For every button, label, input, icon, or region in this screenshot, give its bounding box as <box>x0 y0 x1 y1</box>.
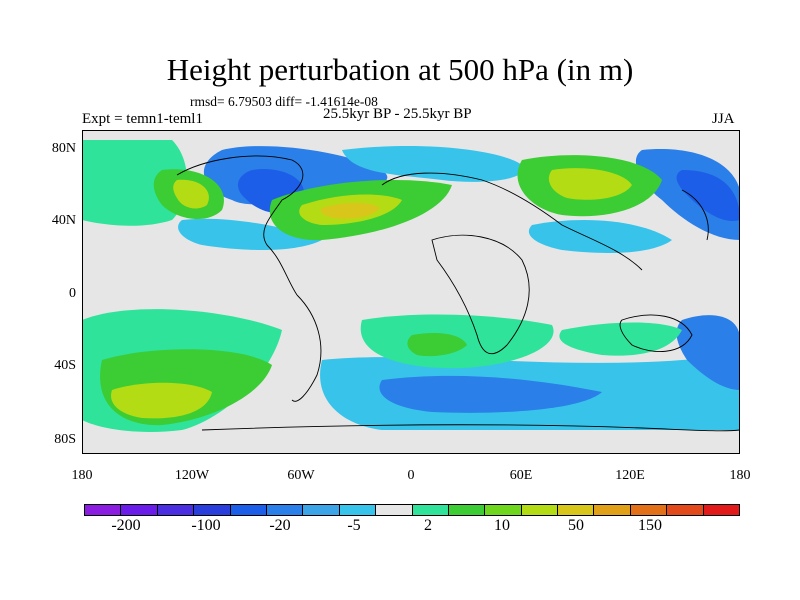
colorbar-swatch <box>521 505 559 515</box>
season-label: JJA <box>712 111 735 127</box>
colorbar-swatch <box>230 505 267 515</box>
lon-tick-label: 180 <box>71 468 93 483</box>
colorbar-label: 2 <box>424 517 432 534</box>
colorbar-swatch <box>594 505 631 515</box>
lon-tick-label: 180 <box>729 468 751 483</box>
colorbar-swatch <box>85 505 122 515</box>
colorbar-label: 10 <box>494 517 510 534</box>
experiment-label: Expt = temn1-teml1 <box>82 111 203 127</box>
period-label: 25.5kyr BP - 25.5kyr BP <box>323 106 472 122</box>
colorbar-label: -100 <box>191 517 221 534</box>
colorbar-swatch <box>630 505 668 515</box>
colorbar-swatch <box>339 505 377 515</box>
colorbar-swatch <box>448 505 486 515</box>
lon-tick-label: 120E <box>615 468 645 483</box>
positive-anomaly-regions <box>82 140 682 432</box>
colorbar-swatch <box>558 505 595 515</box>
coastlines <box>176 155 740 432</box>
colorbar-swatch <box>412 505 449 515</box>
colorbar-swatch <box>121 505 158 515</box>
colorbar-label: 150 <box>638 517 662 534</box>
lat-tick-label: 40S <box>54 358 76 373</box>
colorbar-swatch <box>266 505 304 515</box>
colorbar-swatch <box>667 505 704 515</box>
colorbar-swatch <box>703 505 740 515</box>
map-plot <box>82 130 740 454</box>
colorbar <box>84 504 740 516</box>
colorbar-label: -5 <box>347 517 361 534</box>
lon-tick-label: 60E <box>509 468 533 483</box>
stats-label: rmsd= 6.79503 diff= -1.41614e-08 <box>190 94 378 109</box>
colorbar-swatch <box>303 505 340 515</box>
lat-tick-label: 40N <box>51 213 76 228</box>
lon-tick-label: 120W <box>174 468 210 483</box>
map-frame <box>82 130 740 454</box>
lat-tick-label: 0 <box>69 286 76 301</box>
colorbar-swatch <box>376 505 413 515</box>
lon-tick-label: 60W <box>287 468 315 483</box>
lon-tick-label: 0 <box>407 468 415 483</box>
plot-title: Height perturbation at 500 hPa (in m) <box>166 52 634 87</box>
colorbar-swatch <box>157 505 195 515</box>
lat-tick-label: 80S <box>54 432 76 447</box>
lat-tick-label: 80N <box>51 141 76 156</box>
colorbar-label: -200 <box>111 517 141 534</box>
colorbar-label: 50 <box>568 517 584 534</box>
negative-anomaly-regions <box>82 145 740 430</box>
colorbar-swatch <box>485 505 522 515</box>
colorbar-label: -20 <box>269 517 291 534</box>
colorbar-swatch <box>194 505 231 515</box>
